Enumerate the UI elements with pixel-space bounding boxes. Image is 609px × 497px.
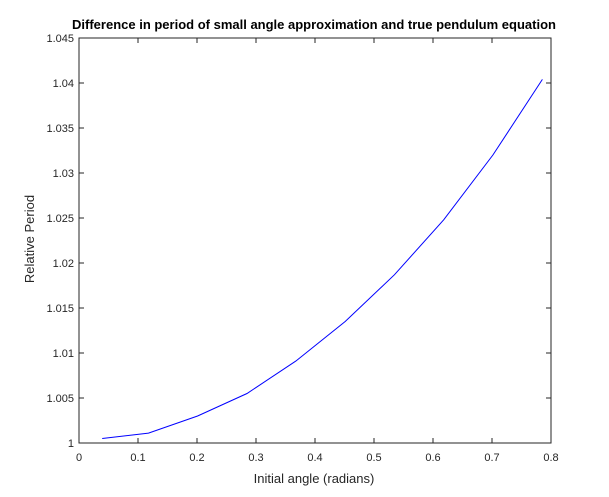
x-tick-label: 0.5 [366,452,381,464]
y-tick-label: 1.035 [46,123,74,135]
plot-frame [78,37,552,444]
y-tick-label: 1.005 [46,393,74,405]
y-axis-label: Relative Period [22,195,37,283]
x-tick-label: 0.6 [425,452,440,464]
x-tick-label: 0 [76,452,82,464]
x-tick-label: 0.1 [130,452,145,464]
y-tick-label: 1 [68,438,74,450]
y-tick-label: 1.04 [53,78,74,90]
y-tick-label: 1.045 [46,33,74,45]
chart-title: Difference in period of small angle appr… [72,17,556,32]
y-tick-label: 1.025 [46,213,74,225]
x-tick-label: 0.2 [189,452,204,464]
y-tick-label: 1.02 [53,258,74,270]
x-tick-label: 0.3 [248,452,263,464]
x-tick-label: 0.7 [484,452,499,464]
series-line [102,79,543,439]
x-axis-label: Initial angle (radians) [254,471,375,486]
y-tick-label: 1.015 [46,303,74,315]
plot-area [79,38,551,443]
y-axis-ticks: 1 1.005 1.01 1.015 1.02 1.025 1.03 1.035 1.04 1.0… [46,33,551,450]
x-axis-ticks: 0 0.1 0.2 0.3 0.4 0.5 0.6 0.7 0.8 [76,38,559,464]
y-tick-label: 1.03 [53,168,74,180]
x-tick-label: 0.4 [307,452,322,464]
x-tick-label: 0.8 [543,452,558,464]
y-tick-label: 1.01 [53,348,74,360]
